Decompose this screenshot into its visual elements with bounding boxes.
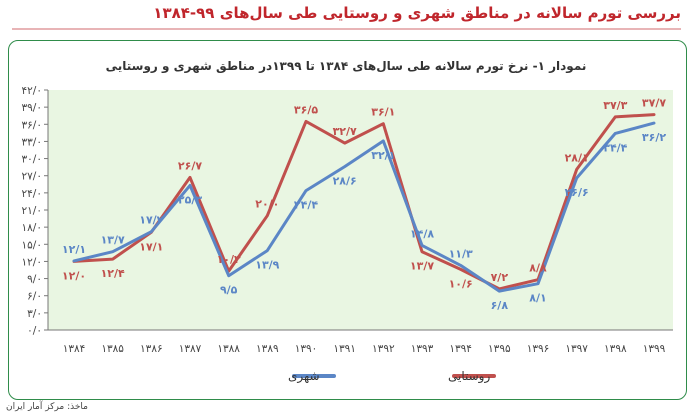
data-label-rural: ۳۶/۵ (294, 103, 318, 116)
y-tick-label: ۳۰/۰ (22, 154, 42, 166)
x-tick-label: ۱۳۹۴ (449, 343, 472, 355)
y-tick-label: ۱۲/۰ (22, 256, 42, 268)
data-label-urban: ۳۲/۱ (371, 149, 395, 162)
data-label-rural: ۲۶/۷ (178, 159, 202, 172)
data-label-urban: ۱۴/۸ (410, 227, 434, 240)
y-tick-label: ۳/۰ (27, 308, 42, 320)
data-label-urban: ۶/۸ (491, 299, 509, 312)
x-tick-label: ۱۳۸۹ (256, 343, 279, 355)
chart-title: نمودار ۱- نرخ تورم سالانه طی سال‌های ۱۳۸… (106, 59, 587, 74)
heading-rule (12, 28, 681, 30)
source-note: ماخذ: مرکز آمار ایران (6, 402, 88, 412)
data-label-urban: ۱۲/۱ (62, 243, 86, 256)
page-heading: بررسی تورم سالانه در مناطق شهری و روستای… (153, 4, 681, 22)
data-label-urban: ۲۸/۶ (333, 175, 357, 188)
y-tick-label: ۲۴/۰ (22, 188, 42, 200)
y-tick-label: ۳۳/۰ (22, 136, 42, 148)
series-line-rural (72, 113, 656, 291)
x-tick-label: ۱۳۸۷ (179, 343, 202, 355)
data-label-urban: ۳۶/۲ (642, 131, 666, 144)
y-tick-label: ۱۵/۰ (22, 239, 42, 251)
data-label-urban: ۱۳/۷ (101, 234, 125, 247)
x-tick-label: ۱۳۹۱ (333, 343, 356, 355)
data-label-rural: ۳۲/۷ (333, 125, 357, 138)
data-label-rural: ۱۰/۶ (449, 277, 473, 290)
x-tick-label: ۱۳۹۲ (372, 343, 395, 355)
data-label-rural: ۷/۲ (491, 271, 509, 284)
x-tick-label: ۱۳۹۶ (527, 343, 550, 355)
plot-area (48, 90, 673, 330)
data-label-rural: ۳۶/۱ (371, 106, 395, 119)
x-tick-label: ۱۳۹۷ (565, 343, 588, 355)
y-tick-label: ۲۷/۰ (22, 171, 42, 183)
series-line-urban (72, 121, 656, 293)
data-label-rural: ۱۲/۴ (101, 267, 125, 280)
x-tick-label: ۱۳۸۵ (101, 343, 124, 355)
data-label-rural: ۱۷/۱ (139, 240, 163, 253)
y-tick-label: ۶/۰ (27, 291, 42, 303)
x-tick-label: ۱۳۸۴ (63, 343, 86, 355)
y-tick-label: ۳۶/۰ (22, 119, 42, 131)
data-label-urban: ۹/۵ (220, 284, 238, 297)
data-label-rural: ۱۰/۳ (217, 253, 241, 266)
y-tick-label: ۳۹/۰ (22, 102, 42, 114)
x-tick-label: ۱۳۹۵ (488, 343, 511, 355)
data-label-urban: ۱۱/۳ (449, 247, 473, 260)
data-label-urban: ۱۷/۲ (139, 214, 163, 227)
y-tick-label: ۹/۰ (27, 274, 42, 286)
data-label-rural: ۱۳/۷ (410, 260, 434, 273)
data-label-rural: ۱۲/۰ (62, 269, 86, 282)
data-label-urban: ۸/۱ (529, 292, 546, 305)
inflation-line-chart: نمودار ۱- نرخ تورم سالانه طی سال‌های ۱۳۸… (22, 59, 673, 384)
data-label-urban: ۲۴/۴ (294, 199, 318, 212)
data-label-urban: ۲۵/۳ (178, 193, 202, 206)
legend-label-urban: شهری (288, 369, 320, 384)
x-tick-label: ۱۳۸۶ (140, 343, 163, 355)
data-label-rural: ۸/۸ (529, 262, 547, 275)
y-tick-label: ۲۱/۰ (22, 205, 42, 217)
x-tick-label: ۱۳۹۳ (411, 343, 434, 355)
x-tick-label: ۱۳۹۸ (604, 343, 627, 355)
x-tick-label: ۱۳۹۰ (295, 343, 318, 355)
data-label-urban: ۳۴/۴ (603, 141, 627, 154)
data-label-rural: ۲۸/۱ (565, 151, 589, 164)
data-label-rural: ۳۷/۷ (642, 97, 666, 110)
x-tick-label: ۱۳۹۹ (643, 343, 666, 355)
data-label-rural: ۲۰/۰ (255, 198, 279, 211)
x-tick-label: ۱۳۸۸ (217, 343, 240, 355)
data-label-rural: ۳۷/۳ (603, 99, 627, 112)
data-label-urban: ۱۳/۹ (255, 259, 279, 272)
data-label-urban: ۲۶/۶ (565, 186, 589, 199)
y-tick-label: ۴۲/۰ (22, 85, 42, 97)
y-tick-label: ۱۸/۰ (22, 222, 42, 234)
legend-label-rural: روستایی (448, 369, 490, 384)
y-tick-label: ۰/۰ (27, 325, 42, 337)
